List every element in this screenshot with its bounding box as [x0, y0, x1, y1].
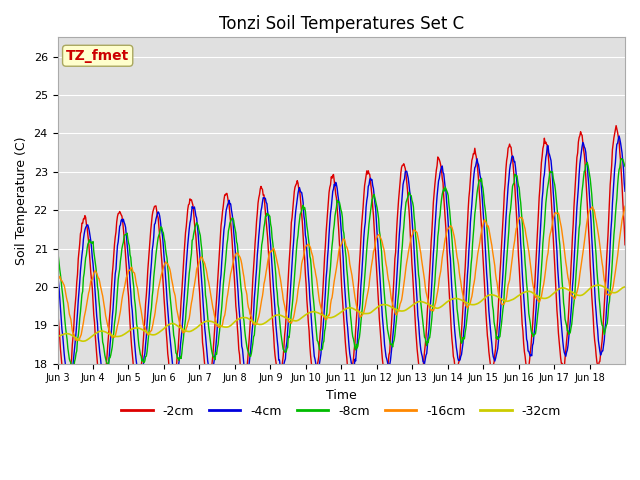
-32cm — [225, 324, 233, 329]
-2cm — [121, 242, 129, 248]
-8cm — [225, 225, 233, 230]
-2cm — [621, 242, 629, 248]
-2cm — [275, 378, 283, 384]
-16cm — [54, 277, 61, 283]
-16cm — [433, 296, 440, 301]
-4cm — [121, 221, 129, 227]
Line: -4cm: -4cm — [58, 136, 625, 384]
-2cm — [612, 123, 620, 129]
-2cm — [401, 163, 408, 169]
-4cm — [253, 252, 261, 258]
-8cm — [121, 232, 129, 238]
-4cm — [67, 381, 74, 386]
-2cm — [225, 203, 233, 209]
Title: Tonzi Soil Temperatures Set C: Tonzi Soil Temperatures Set C — [219, 15, 464, 33]
-4cm — [275, 357, 283, 363]
Line: -32cm: -32cm — [58, 285, 625, 341]
Line: -8cm: -8cm — [58, 158, 625, 371]
-32cm — [54, 333, 61, 339]
-16cm — [275, 266, 283, 272]
-2cm — [54, 300, 61, 306]
-8cm — [621, 164, 629, 169]
-16cm — [253, 318, 261, 324]
-4cm — [401, 176, 408, 182]
-8cm — [618, 156, 625, 161]
-4cm — [433, 203, 440, 209]
-4cm — [225, 197, 233, 203]
Text: TZ_fmet: TZ_fmet — [66, 49, 129, 63]
Legend: -2cm, -4cm, -8cm, -16cm, -32cm: -2cm, -4cm, -8cm, -16cm, -32cm — [116, 400, 566, 423]
-2cm — [433, 167, 440, 173]
-4cm — [54, 268, 61, 274]
-32cm — [433, 305, 440, 311]
-2cm — [99, 387, 106, 393]
-4cm — [615, 133, 623, 139]
-32cm — [121, 331, 129, 337]
-32cm — [595, 282, 602, 288]
X-axis label: Time: Time — [326, 389, 356, 402]
-16cm — [75, 337, 83, 343]
-16cm — [401, 276, 408, 282]
-8cm — [401, 214, 408, 220]
-16cm — [621, 204, 629, 209]
-8cm — [54, 250, 61, 256]
Y-axis label: Soil Temperature (C): Soil Temperature (C) — [15, 136, 28, 265]
-8cm — [433, 257, 440, 263]
-4cm — [621, 188, 629, 194]
-32cm — [621, 284, 629, 290]
-16cm — [225, 281, 233, 287]
-8cm — [275, 306, 283, 312]
-8cm — [253, 298, 261, 304]
Line: -2cm: -2cm — [58, 126, 625, 390]
-32cm — [401, 308, 408, 313]
-32cm — [253, 321, 261, 327]
-32cm — [275, 312, 283, 318]
-32cm — [79, 338, 87, 344]
-8cm — [68, 368, 76, 373]
-16cm — [121, 282, 129, 288]
Line: -16cm: -16cm — [58, 206, 625, 340]
-2cm — [253, 210, 261, 216]
